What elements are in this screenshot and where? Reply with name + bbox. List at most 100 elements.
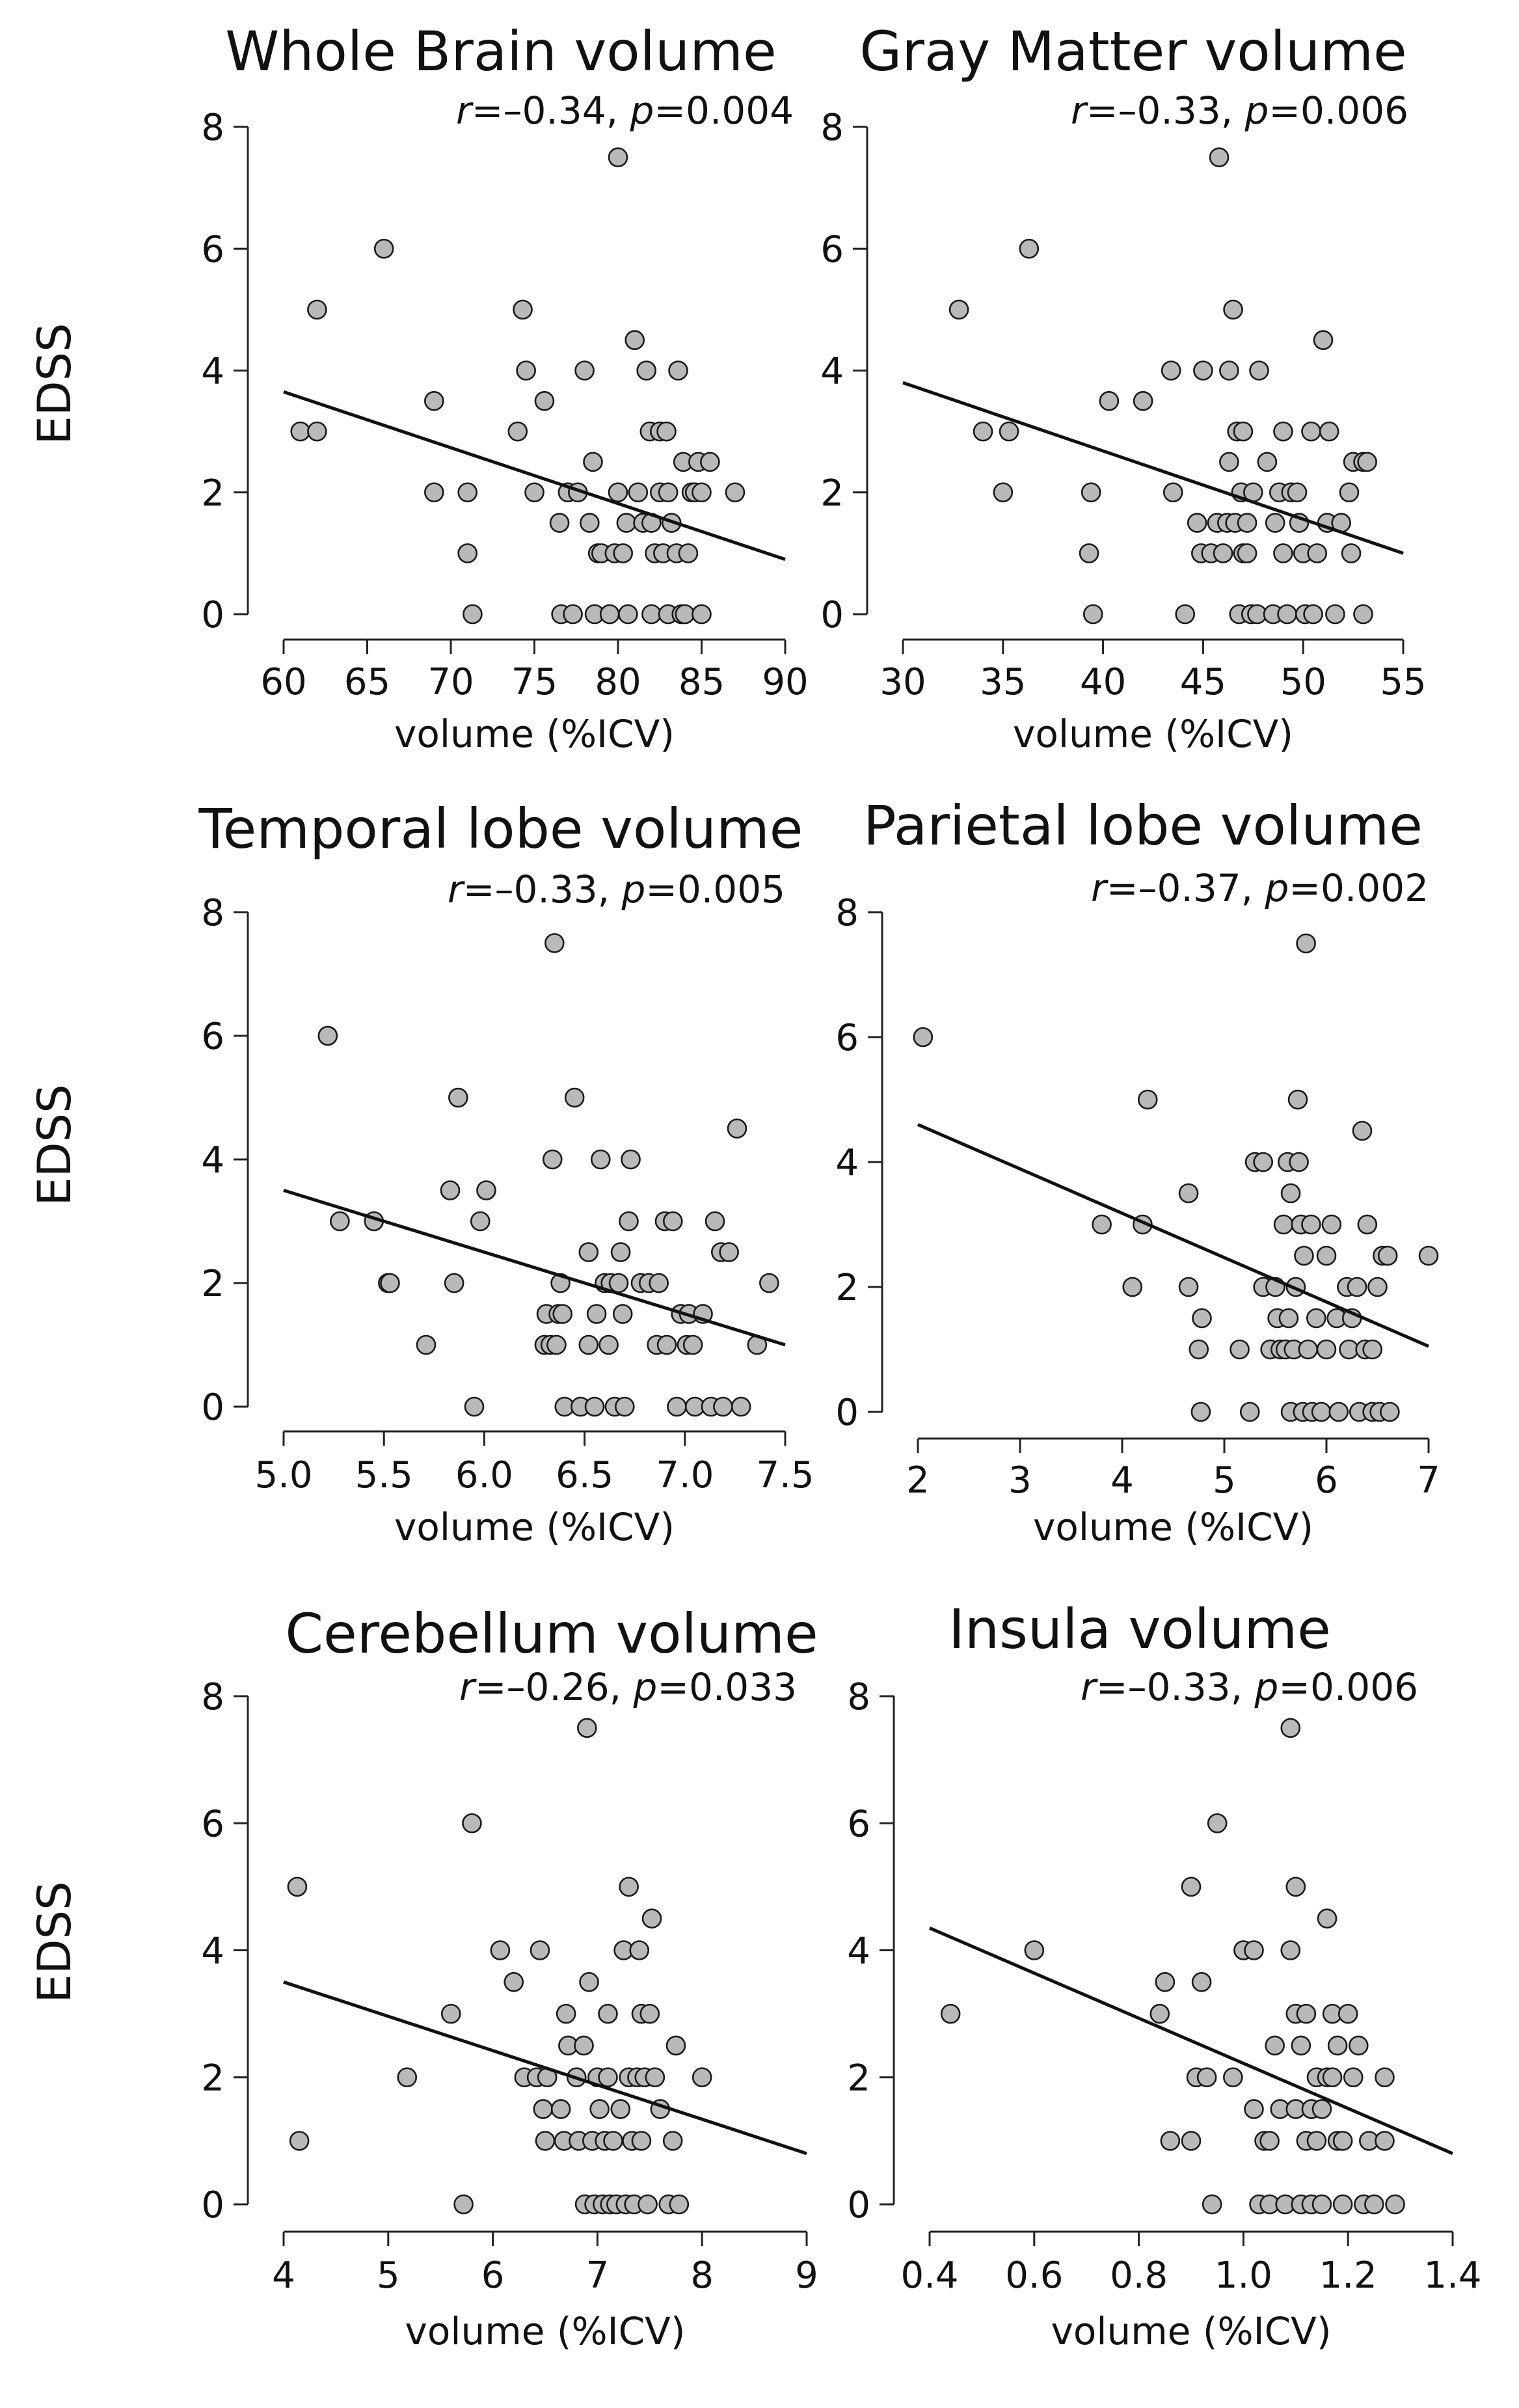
data-point — [307, 421, 327, 442]
data-point — [507, 421, 528, 442]
data-point — [1301, 421, 1321, 442]
data-point — [580, 513, 600, 533]
data-point — [1137, 1089, 1158, 1110]
data-point — [725, 482, 746, 503]
data-point — [589, 2099, 610, 2119]
stat-r-value: =–0.33, — [1086, 88, 1245, 133]
stat-p-label: p — [621, 867, 646, 912]
data-point — [662, 2131, 683, 2151]
data-point — [1178, 1277, 1199, 1297]
panel-gray-matter: Gray Matter volume r=–0.33, p=0.006 0 2 4 6 8 3… — [820, 20, 1426, 756]
data-point — [608, 147, 628, 168]
data-point — [1278, 1308, 1299, 1329]
data-point — [1196, 2067, 1217, 2088]
stat-p-label: p — [1265, 866, 1289, 910]
data-point — [1082, 604, 1103, 625]
data-point — [546, 1334, 567, 1355]
data-point — [692, 604, 712, 625]
panel-title: Insula volume — [948, 1597, 1331, 1661]
data-point — [940, 2003, 961, 2024]
data-point — [692, 482, 712, 503]
data-point — [440, 2003, 461, 2024]
ylabel-row-3: EDSS — [28, 1882, 81, 2003]
x-tick-label: 60 — [260, 661, 306, 703]
data-point — [1301, 1214, 1321, 1235]
data-point — [1024, 1940, 1045, 1960]
data-point — [1347, 1277, 1367, 1297]
stat-r-value: =–0.33, — [1096, 1665, 1255, 1709]
data-point — [290, 421, 311, 442]
x-tick-label: 7.0 — [656, 1454, 714, 1496]
data-point — [423, 482, 444, 503]
data-point — [440, 1180, 461, 1200]
y-tick-label: 8 — [835, 892, 859, 934]
y-tick-label: 2 — [835, 1267, 859, 1309]
data-point — [599, 604, 620, 625]
y-tick-label: 4 — [201, 1139, 224, 1182]
regression-line — [283, 390, 786, 561]
data-point — [1257, 452, 1278, 472]
data-point — [1321, 1214, 1342, 1235]
stat-p-label: p — [630, 88, 654, 133]
data-point — [1322, 2067, 1343, 2088]
y-tick-label: 0 — [847, 2184, 870, 2226]
data-point — [1418, 1245, 1439, 1266]
data-point — [1163, 482, 1183, 503]
data-point — [1239, 1401, 1260, 1422]
data-point — [658, 482, 679, 503]
y-tick-label: 6 — [201, 228, 224, 271]
stat-annotation: r=–0.33, p=0.005 — [448, 867, 785, 912]
x-tick-label: 7.5 — [756, 1454, 814, 1496]
data-point — [1273, 421, 1293, 442]
data-point — [1285, 1876, 1306, 1897]
data-point — [641, 604, 662, 625]
data-point — [542, 1149, 563, 1170]
data-point — [1265, 2035, 1285, 2056]
stat-p-value: =0.006 — [1269, 88, 1408, 133]
panel-title: Cerebellum volume — [285, 1602, 818, 1666]
x-tick-label: 2 — [906, 1459, 930, 1502]
data-point — [1191, 1972, 1212, 1992]
x-tick-label: 35 — [980, 661, 1026, 703]
data-point — [457, 482, 478, 503]
panel-title: Whole Brain volume — [225, 20, 777, 83]
y-tick-label: 8 — [847, 1676, 870, 1718]
data-point — [516, 360, 536, 381]
data-point — [1019, 238, 1040, 259]
data-point — [524, 482, 544, 503]
data-point — [1192, 1308, 1212, 1329]
data-point — [1207, 1813, 1228, 1833]
data-point — [564, 1087, 585, 1108]
data-point — [1343, 2067, 1364, 2088]
data-point — [583, 452, 603, 472]
data-point — [1303, 604, 1323, 625]
data-point — [1367, 1277, 1388, 1297]
data-point — [656, 1334, 677, 1355]
data-point — [1327, 2035, 1348, 2056]
x-tick-label: 40 — [1080, 661, 1126, 703]
data-point — [317, 1025, 338, 1046]
stat-r-value: =–0.33, — [463, 867, 622, 912]
y-tick-label: 6 — [201, 1803, 224, 1845]
data-point — [544, 933, 565, 953]
data-point — [1259, 2131, 1280, 2151]
stat-r-label: r — [1071, 88, 1088, 133]
regression-line — [283, 1980, 807, 2156]
data-point — [913, 1027, 934, 1048]
data-point — [457, 543, 478, 563]
stat-p-label: p — [1244, 88, 1269, 133]
regression-line — [917, 1123, 1429, 1348]
data-point — [1219, 452, 1239, 472]
stat-r-value: =–0.37, — [1107, 866, 1265, 910]
data-point — [1385, 2194, 1405, 2215]
x-tick-label: 1.2 — [1319, 2254, 1377, 2297]
x-tick-label: 4 — [1110, 1459, 1134, 1502]
data-point — [731, 1396, 751, 1417]
stat-r-value: =–0.34, — [472, 88, 630, 133]
data-point — [1338, 2003, 1358, 2024]
data-point — [665, 2035, 686, 2056]
stat-r-label: r — [448, 867, 465, 912]
data-point — [1155, 1972, 1176, 1992]
data-point — [621, 1149, 641, 1170]
data-point — [638, 2194, 658, 2215]
